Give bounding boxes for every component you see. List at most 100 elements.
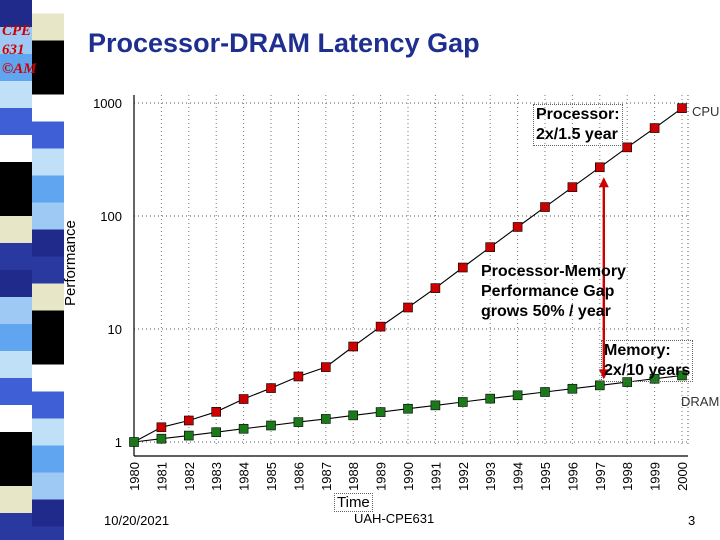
annotation-line: Memory:: [604, 342, 671, 359]
stripe-band: [0, 216, 32, 243]
x-tick-label: 1981: [154, 462, 169, 491]
x-tick-label: 1988: [346, 462, 361, 491]
stripe-band: [0, 513, 32, 540]
stripe-band: [32, 202, 64, 230]
stripe-band: [32, 418, 64, 446]
marker-cpu: [403, 302, 413, 313]
annotation-line: Processor-Memory: [481, 263, 626, 280]
stripe-band: [0, 243, 32, 270]
stripe-band: [0, 432, 32, 459]
x-tick-label: 1982: [182, 462, 197, 491]
x-tick-label: 1994: [511, 462, 526, 491]
stripe-band: [0, 378, 32, 405]
marker-dram: [649, 373, 660, 384]
stripe-band: [0, 162, 32, 189]
stripe-band: [32, 40, 64, 68]
marker-cpu: [238, 394, 249, 404]
logo-line: 631: [2, 42, 25, 58]
stripe-band: [32, 337, 64, 365]
marker-cpu: [622, 142, 633, 153]
marker-dram: [403, 403, 413, 414]
x-tick-label: 1987: [319, 462, 334, 491]
marker-dram: [594, 380, 605, 391]
chart-grid: [134, 95, 689, 444]
stripe-band: [0, 135, 32, 162]
annotation-line: grows 50% / year: [481, 303, 611, 320]
stripe-band: [0, 81, 32, 108]
marker-dram: [375, 407, 386, 417]
marker-dram: [622, 377, 633, 387]
footer-date: 10/20/2021: [104, 513, 170, 528]
marker-cpu: [430, 283, 441, 293]
x-tick-label: 1991: [428, 462, 443, 491]
stripe-band: [0, 108, 32, 135]
marker-dram: [677, 370, 687, 381]
stripe-band: [0, 297, 32, 324]
stripe-band: [0, 54, 32, 81]
y-axis-label: Performance: [62, 220, 79, 306]
marker-dram: [211, 427, 221, 438]
x-tick-label: 1990: [401, 462, 416, 491]
marker-cpu: [348, 341, 359, 352]
marker-dram: [320, 414, 331, 424]
marker-dram: [238, 423, 249, 434]
marker-dram: [293, 417, 304, 427]
x-tick-labels: 1980 1981 1982 1983 1984 1985 1986 1987 1988 1989…: [127, 462, 690, 491]
stripe-band: [0, 189, 32, 216]
logo-line: ©AM: [2, 61, 37, 77]
series-label-dram: DRAM: [681, 394, 719, 409]
marker-cpu: [375, 321, 386, 332]
x-tick-label: 1984: [237, 462, 252, 491]
stripe-band: [0, 324, 32, 351]
marker-origin: [129, 437, 139, 447]
series-label-cpu: CPU: [692, 104, 719, 119]
stripe-band: [32, 256, 64, 284]
x-tick-label: 1999: [648, 462, 663, 491]
stripe-band: [32, 121, 64, 149]
footer-course: UAH-CPE631: [354, 511, 435, 526]
x-tick-label: 1983: [209, 462, 224, 491]
marker-dram: [184, 430, 194, 441]
marker-dram: [156, 433, 167, 444]
marker-dram: [540, 387, 550, 397]
marker-cpu: [540, 202, 550, 212]
annotation-line: 2x/1.5 year: [536, 126, 618, 143]
marker-dram: [430, 400, 441, 411]
x-tick-label: 1998: [620, 462, 635, 491]
gap-annotation: Processor-Memory Performance Gap grows 5…: [481, 262, 626, 322]
marker-cpu: [677, 103, 687, 113]
stripe-band: [32, 67, 64, 95]
stripe-band: [32, 364, 64, 392]
stripe-band: [0, 0, 32, 27]
stripe-band: [32, 472, 64, 500]
x-tick-label: 1993: [483, 462, 498, 491]
marker-dram: [485, 393, 496, 404]
gap-arrow-head-up: [598, 177, 609, 188]
processor-annotation: Processor: 2x/1.5 year: [533, 104, 623, 146]
stripe-band: [32, 13, 64, 41]
marker-cpu: [594, 162, 605, 173]
marker-cpu: [485, 242, 496, 252]
memory-annotation: Memory: 2x/10 years: [601, 340, 694, 382]
y-tick-label: 1000: [93, 96, 122, 111]
stripe-band: [32, 283, 64, 311]
annotation-line: 2x/10 years: [604, 362, 691, 379]
stripe-band: [32, 94, 64, 122]
slide-title: Processor-DRAM Latency Gap: [88, 28, 480, 58]
x-tick-label: 1980: [127, 462, 142, 491]
series-markers: [129, 103, 687, 447]
x-tick-label: 1992: [456, 462, 471, 491]
stripe-band: [0, 486, 32, 513]
annotation-line: Processor:: [536, 106, 620, 123]
marker-cpu: [512, 222, 523, 232]
marker-cpu: [457, 262, 468, 273]
decorative-stripe: [0, 0, 64, 540]
stripe-band: [0, 270, 32, 297]
stripe-band: [32, 391, 64, 419]
marker-dram: [266, 420, 276, 431]
marker-cpu: [567, 182, 578, 192]
marker-dram: [457, 397, 468, 407]
y-tick-label: 10: [108, 322, 122, 337]
y-tick-labels: 1 10 100 1000: [93, 96, 122, 450]
